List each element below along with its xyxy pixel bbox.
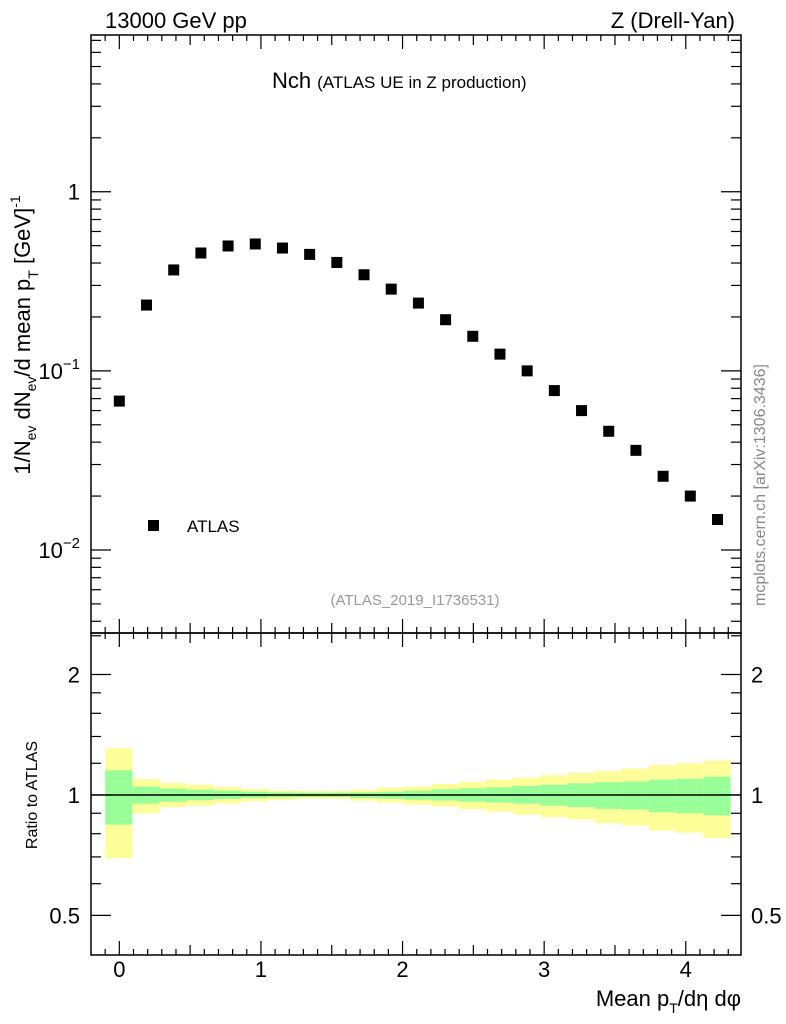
data-point xyxy=(385,283,397,295)
ylabel-part: dN xyxy=(10,391,35,425)
y-tick-exponent: −1 xyxy=(63,356,80,373)
ylabel-part: T xyxy=(25,270,41,279)
plot-title: Nch (ATLAS UE in Z production) xyxy=(272,68,527,93)
data-point xyxy=(276,242,288,254)
y-tick-base: 1 xyxy=(68,180,80,205)
ylabel-part: ev xyxy=(23,426,39,441)
ylabel-part: -1 xyxy=(7,195,23,208)
inner-band-bin xyxy=(648,779,677,813)
side-label: mcplots.cern.ch [arXiv:1306.3436] xyxy=(752,364,769,606)
data-point xyxy=(249,238,261,250)
x-tick-label: 4 xyxy=(680,957,692,982)
data-points xyxy=(113,238,723,525)
y-tick-label: 1 xyxy=(68,180,80,205)
ylabel-part: [GeV] xyxy=(10,208,35,270)
legend-label: ATLAS xyxy=(187,517,240,536)
ratio-y-tick-label: 2 xyxy=(68,663,80,688)
data-point xyxy=(657,470,669,482)
tick-labels: 110−110−22 21 10.5 0.50 1 2 3 4 xyxy=(38,180,781,982)
xlabel-part: T xyxy=(669,1000,678,1016)
y-tick-base: 10 xyxy=(38,538,62,563)
data-point xyxy=(304,248,316,260)
y-tick-label: 10−2 xyxy=(38,535,80,563)
ratio-y-tick-label: 1 xyxy=(68,783,80,808)
x-tick-label: 0 xyxy=(113,957,125,982)
data-point xyxy=(440,314,452,326)
axis-ticks xyxy=(91,35,741,955)
data-point xyxy=(195,247,207,259)
ylabel-part: ev xyxy=(23,377,39,392)
ratio-bands xyxy=(105,748,731,859)
data-point xyxy=(521,365,533,377)
xlabel-part: Mean p xyxy=(596,986,669,1011)
y-axis-label: 1/Nev dNev/d mean pT [GeV]-1 xyxy=(7,195,41,475)
data-point xyxy=(630,444,642,456)
data-point xyxy=(548,385,560,397)
data-point xyxy=(603,425,615,437)
data-point xyxy=(711,513,723,525)
title-main: Nch xyxy=(272,68,311,93)
data-point xyxy=(141,299,153,311)
y-tick-base: 10 xyxy=(38,359,62,384)
xlabel-part: /dη dφ xyxy=(678,986,741,1011)
ratio-y-tick-label: 0.5 xyxy=(49,903,80,928)
ratio-frame xyxy=(90,632,742,956)
data-point xyxy=(222,240,234,252)
data-point xyxy=(412,297,424,309)
data-point xyxy=(168,264,180,276)
inner-band-bin xyxy=(703,776,731,816)
legend-marker xyxy=(148,520,159,531)
ylabel-part: 1/N xyxy=(10,440,35,474)
data-point xyxy=(331,256,343,268)
ratio-y-tick-label-right: 0.5 xyxy=(751,903,782,928)
title-sub: (ATLAS UE in Z production) xyxy=(317,73,526,92)
inner-band-bin xyxy=(105,770,133,825)
top-right-label: Z (Drell-Yan) xyxy=(611,8,735,33)
data-point xyxy=(113,395,125,407)
analysis-id: (ATLAS_2019_I1736531) xyxy=(330,592,499,609)
x-tick-label: 3 xyxy=(538,957,550,982)
data-point xyxy=(684,490,696,502)
ylabel-part: /d mean p xyxy=(10,279,35,377)
x-axis-label: Mean pT/dη dφ xyxy=(596,986,741,1016)
top-left-label: 13000 GeV pp xyxy=(105,8,247,33)
ratio-y-tick-label-right: 1 xyxy=(751,783,763,808)
main-frame xyxy=(90,34,742,634)
y-tick-label: 10−1 xyxy=(38,356,80,384)
y-tick-exponent: −2 xyxy=(63,535,80,552)
data-point xyxy=(494,348,506,360)
ratio-y-label: Ratio to ATLAS xyxy=(24,741,41,849)
x-tick-label: 2 xyxy=(396,957,408,982)
x-tick-label: 1 xyxy=(255,957,267,982)
inner-band-bin xyxy=(676,778,704,814)
data-point xyxy=(576,405,588,417)
data-point xyxy=(467,330,479,342)
data-point xyxy=(358,269,370,281)
ratio-y-tick-label-right: 2 xyxy=(751,663,763,688)
